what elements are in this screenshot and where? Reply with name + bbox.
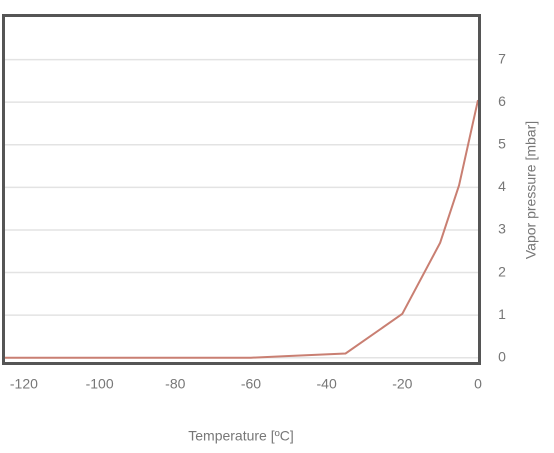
x-tick-label: -120 <box>10 376 38 392</box>
y-tick-label: 4 <box>498 178 506 194</box>
x-tick-label: -80 <box>165 376 185 392</box>
data-line <box>5 99 479 359</box>
y-tick-label: 7 <box>498 50 506 66</box>
x-tick-label: 0 <box>474 376 482 392</box>
y-tick-label: 0 <box>498 348 506 364</box>
y-tick-label: 2 <box>498 263 506 279</box>
x-tick-label: -100 <box>86 376 114 392</box>
y-tick-label: 6 <box>498 93 506 109</box>
y-axis-label: Vapor pressure [mbar] <box>523 121 539 259</box>
y-tick-label: 1 <box>498 306 506 322</box>
plot-frame <box>2 14 481 365</box>
x-tick-label: -20 <box>392 376 412 392</box>
y-tick-label: 5 <box>498 135 506 151</box>
x-tick-label: -40 <box>317 376 337 392</box>
y-tick-label: 3 <box>498 221 506 237</box>
x-axis-label: Temperature [ºC] <box>188 428 294 444</box>
x-tick-label: -60 <box>241 376 261 392</box>
